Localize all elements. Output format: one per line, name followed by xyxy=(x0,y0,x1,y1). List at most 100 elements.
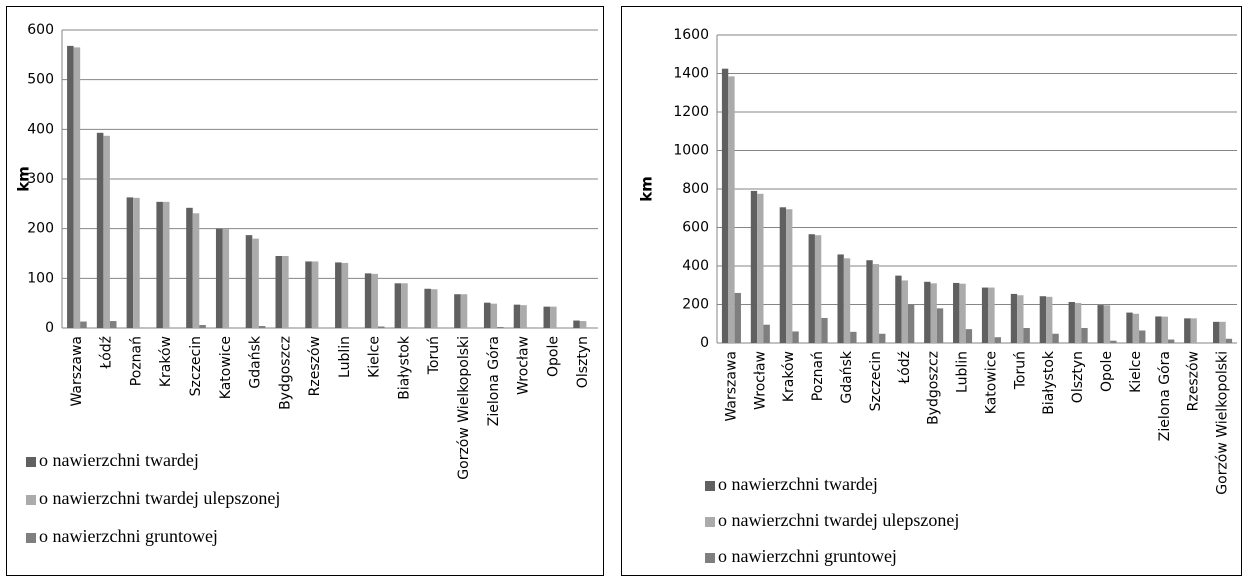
bar xyxy=(1103,305,1111,343)
bar xyxy=(994,337,1001,343)
bar xyxy=(850,331,857,343)
bar xyxy=(1225,338,1233,343)
x-tick-label: Wrocław xyxy=(752,351,768,410)
bar xyxy=(377,326,385,328)
bar xyxy=(1074,302,1082,343)
bar xyxy=(837,254,844,343)
bar xyxy=(1161,316,1168,343)
bar xyxy=(579,321,587,328)
bar xyxy=(520,305,527,328)
x-tick-label: Łódź xyxy=(897,351,913,385)
legend-label: o nawierzchni twardej ulepszonej xyxy=(39,488,280,508)
x-tick-label: Zielona Góra xyxy=(1157,351,1173,441)
bar xyxy=(371,273,378,328)
bar xyxy=(245,235,253,328)
x-tick-label: Opole xyxy=(1099,351,1115,392)
bar xyxy=(965,329,973,343)
bar xyxy=(460,294,468,328)
x-tick-label: Gorzów Wielkopolski xyxy=(1215,351,1231,495)
bar xyxy=(1184,318,1191,343)
bar xyxy=(901,280,908,343)
bar xyxy=(454,294,461,328)
x-tick-label: Rzeszów xyxy=(1186,351,1202,411)
bar xyxy=(311,261,319,328)
x-tick-label: Kraków xyxy=(781,351,797,402)
bar xyxy=(430,289,438,328)
bar xyxy=(1010,293,1018,343)
bar xyxy=(1110,340,1117,343)
bar xyxy=(282,255,289,328)
bar xyxy=(872,264,880,343)
bar xyxy=(750,190,758,343)
x-tick-label: Gdańsk xyxy=(839,350,855,403)
bar xyxy=(199,325,206,328)
y-tick-label: 600 xyxy=(682,220,709,236)
x-tick-label: Warszawa xyxy=(69,336,85,407)
bar xyxy=(924,281,931,343)
bar xyxy=(186,207,193,328)
bar xyxy=(1213,321,1220,343)
bar xyxy=(394,283,402,328)
legend-key xyxy=(705,517,715,527)
y-tick-label: 0 xyxy=(700,335,709,351)
bar xyxy=(757,193,764,343)
x-tick-label: Katowice xyxy=(983,351,999,414)
x-tick-label: Katowice xyxy=(218,336,234,399)
y-tick-label: 500 xyxy=(27,72,54,88)
y-tick-label: 300 xyxy=(27,171,54,187)
bar xyxy=(721,68,729,343)
bar xyxy=(162,201,170,328)
bar xyxy=(258,326,266,328)
bar xyxy=(215,228,223,328)
bar xyxy=(133,197,140,328)
bar xyxy=(1039,296,1047,343)
bar xyxy=(490,303,498,328)
bar xyxy=(763,324,770,343)
bar xyxy=(364,273,372,328)
legend-label: o nawierzchni twardej xyxy=(39,450,199,470)
bar xyxy=(936,308,944,343)
bar xyxy=(543,306,551,328)
bar xyxy=(786,209,793,343)
y-tick-label: 200 xyxy=(27,221,54,237)
bar xyxy=(80,321,87,328)
x-tick-label: Szczecin xyxy=(188,336,204,396)
bar xyxy=(907,304,915,343)
y-tick-label: 200 xyxy=(682,297,709,313)
bar xyxy=(895,275,902,343)
bar xyxy=(779,207,787,343)
bar xyxy=(1190,318,1197,343)
bar xyxy=(988,287,995,343)
x-tick-label: Kielce xyxy=(367,336,383,378)
x-tick-label: Zielona Góra xyxy=(486,336,502,426)
bar xyxy=(109,321,117,328)
bar xyxy=(222,229,230,328)
bar xyxy=(424,288,431,328)
legend-key xyxy=(26,533,36,543)
bar xyxy=(821,317,828,343)
x-tick-label: Olsztyn xyxy=(575,336,591,388)
bar xyxy=(866,260,873,343)
bar xyxy=(401,283,408,328)
x-tick-label: Szczecin xyxy=(868,351,884,411)
bar xyxy=(305,261,312,328)
bar xyxy=(879,333,886,343)
bar xyxy=(734,292,741,343)
y-tick-label: 800 xyxy=(682,181,709,197)
y-tick-label: 600 xyxy=(27,22,54,38)
x-tick-label: Lublin xyxy=(955,351,971,393)
bar xyxy=(959,283,966,343)
y-tick-label: 1000 xyxy=(673,143,709,159)
bar xyxy=(1068,301,1075,343)
bar xyxy=(1097,305,1104,343)
x-tick-label: Bydgoszcz xyxy=(926,351,942,425)
x-tick-label: Łódź xyxy=(99,336,115,370)
bar xyxy=(275,255,283,328)
bar xyxy=(1017,295,1024,343)
bar xyxy=(1132,313,1140,343)
y-tick-label: 1400 xyxy=(673,66,709,82)
legend-key xyxy=(705,481,715,491)
bar xyxy=(953,282,960,343)
bar xyxy=(1167,339,1175,343)
